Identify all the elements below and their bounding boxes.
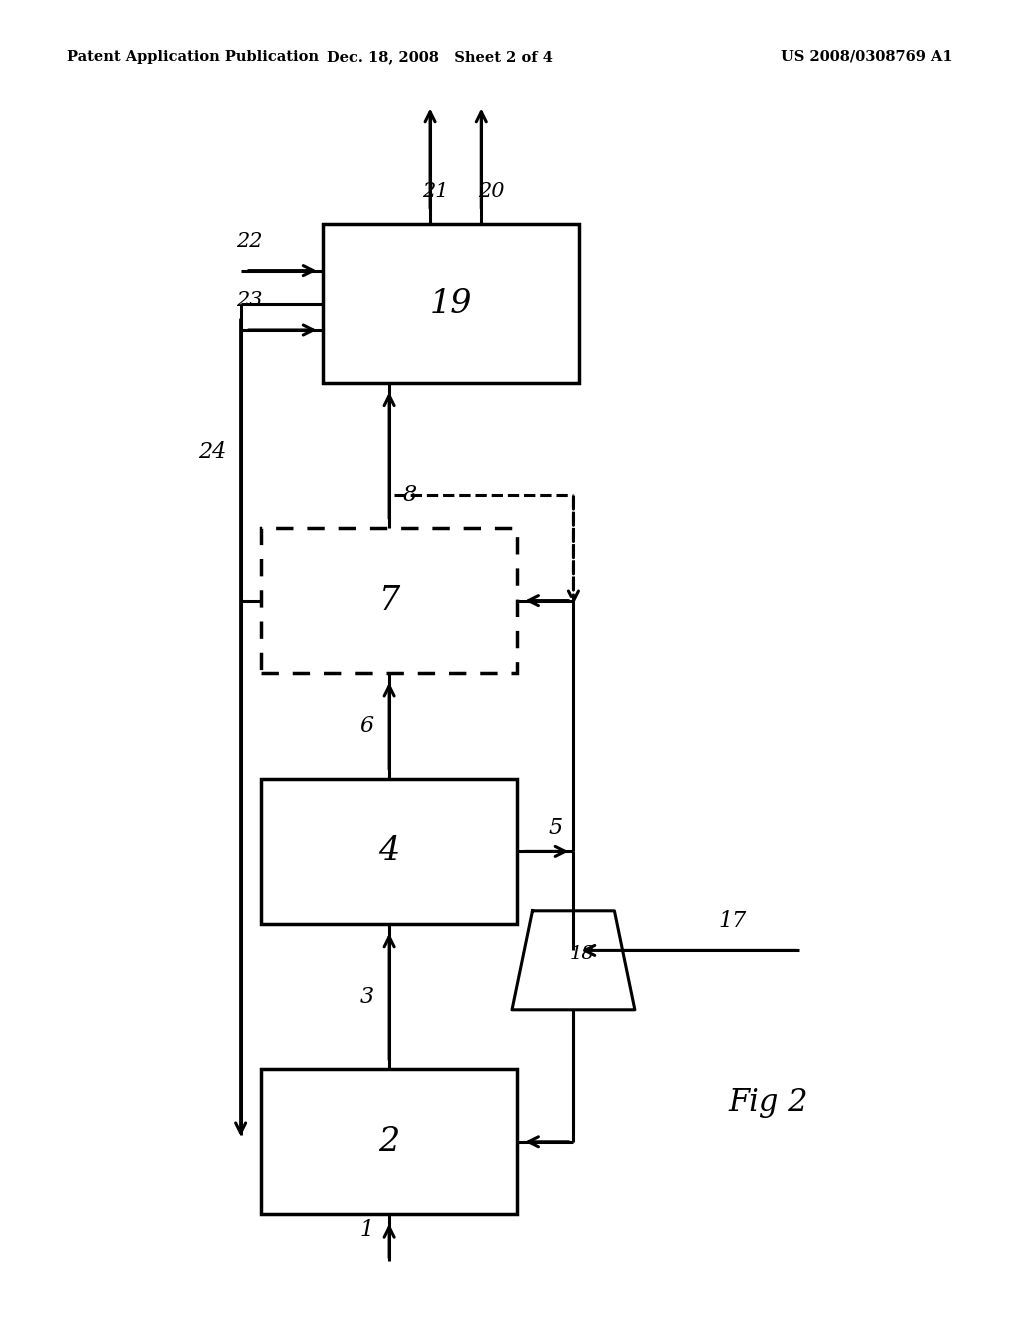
Text: Dec. 18, 2008   Sheet 2 of 4: Dec. 18, 2008 Sheet 2 of 4: [328, 50, 553, 63]
Text: 20: 20: [478, 182, 505, 201]
Text: 6: 6: [359, 715, 374, 737]
Bar: [261, 528, 517, 673]
Text: Patent Application Publication: Patent Application Publication: [67, 50, 318, 63]
Text: 7: 7: [379, 585, 399, 616]
Text: 8: 8: [402, 484, 417, 506]
Text: 5: 5: [549, 817, 562, 838]
Text: 2: 2: [379, 1126, 399, 1158]
Text: Fig 2: Fig 2: [728, 1086, 808, 1118]
Text: 23: 23: [236, 292, 262, 310]
Text: 19: 19: [429, 288, 472, 319]
Text: 22: 22: [236, 232, 262, 251]
Bar: [261, 779, 517, 924]
Text: 21: 21: [422, 182, 449, 201]
Polygon shape: [512, 911, 635, 1010]
Text: US 2008/0308769 A1: US 2008/0308769 A1: [780, 50, 952, 63]
Text: 18: 18: [569, 945, 594, 962]
Text: 1: 1: [359, 1220, 374, 1241]
Text: 17: 17: [718, 911, 746, 932]
Text: 4: 4: [379, 836, 399, 867]
Text: 24: 24: [198, 441, 226, 463]
Bar: [323, 224, 579, 383]
Text: 3: 3: [359, 986, 374, 1007]
Bar: [261, 1069, 517, 1214]
